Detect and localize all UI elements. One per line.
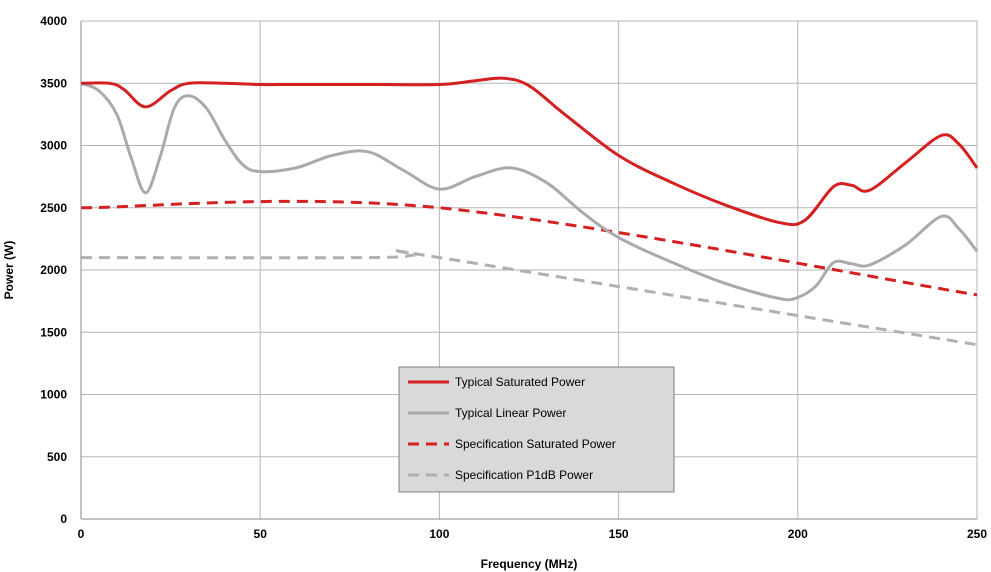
legend-label: Specification P1dB Power xyxy=(455,468,593,482)
legend-box xyxy=(398,366,675,493)
y-axis-title: Power (W) xyxy=(2,241,16,300)
legend-label: Typical Saturated Power xyxy=(455,375,585,389)
x-tick-labels: 0 50 100 150 200 250 xyxy=(78,527,988,541)
y-tick-label: 4000 xyxy=(40,14,67,28)
y-tick-label: 3000 xyxy=(40,139,67,153)
y-tick-label: 1000 xyxy=(40,388,67,402)
y-tick-label: 3500 xyxy=(40,76,67,90)
series-line-4 xyxy=(80,248,978,347)
legend: Typical Saturated Power Typical Linear Po… xyxy=(398,366,675,493)
y-tick-label: 2000 xyxy=(40,263,67,277)
series-line-2 xyxy=(80,81,979,302)
series-lines xyxy=(80,76,979,347)
y-tick-label: 2500 xyxy=(40,201,67,215)
x-tick-label: 200 xyxy=(788,527,808,541)
y-tick-label: 0 xyxy=(60,512,67,526)
legend-label: Typical Linear Power xyxy=(455,406,566,420)
y-tick-label: 1500 xyxy=(40,325,67,339)
x-tick-label: 50 xyxy=(254,527,268,541)
x-tick-label: 150 xyxy=(609,527,629,541)
y-tick-labels: 0 500 1000 1500 2000 2500 3000 3500 4000 xyxy=(40,14,67,526)
legend-label: Specification Saturated Power xyxy=(455,437,616,451)
x-axis-title: Frequency (MHz) xyxy=(481,557,578,571)
x-tick-label: 0 xyxy=(78,527,85,541)
y-tick-label: 500 xyxy=(47,450,67,464)
axes xyxy=(80,21,977,520)
series-line-3 xyxy=(80,199,978,297)
x-tick-label: 100 xyxy=(429,527,449,541)
x-tick-label: 250 xyxy=(967,527,987,541)
series-line-1 xyxy=(80,76,979,227)
